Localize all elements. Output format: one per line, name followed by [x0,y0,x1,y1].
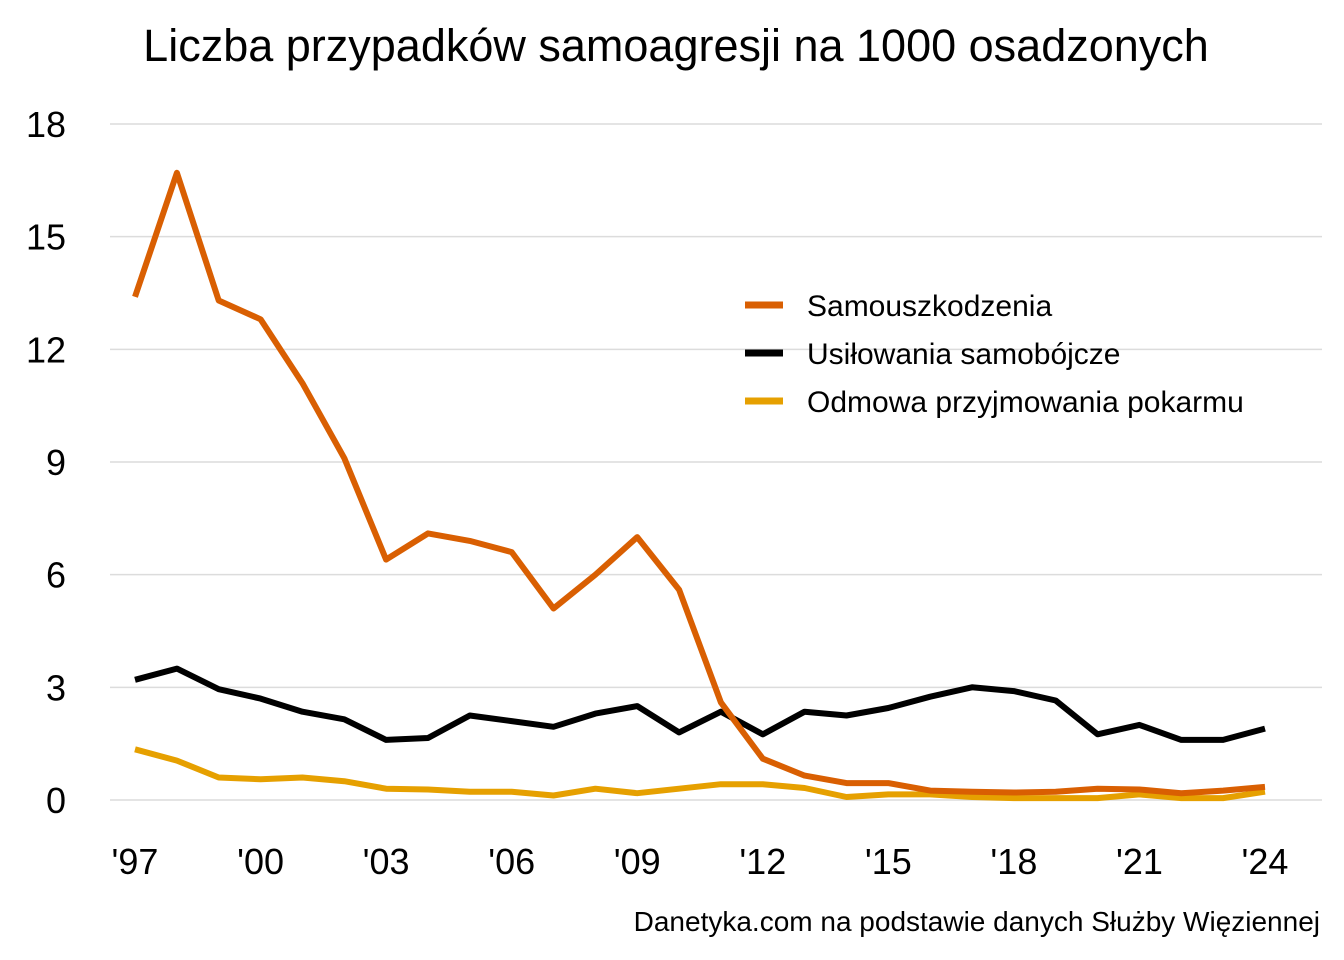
series-line-0 [132,169,1266,797]
series-line-1 [134,665,1266,743]
legend: Samouszkodzenia Usiłowania samobójcze Odmo… [745,290,1244,419]
x-axis: '97 '00 '03 '06 '09 '12 '15 '18 '21 '24 [112,841,1289,882]
x-tick-label: '00 [237,841,284,882]
x-tick-label: '24 [1242,841,1289,882]
x-tick-label: '21 [1116,841,1163,882]
legend-label-1: Usiłowania samobójcze [807,338,1120,371]
x-tick-label: '03 [363,841,410,882]
x-tick-label: '97 [112,841,159,882]
series-lines [132,169,1266,802]
series-line-2 [134,746,1266,802]
y-tick-label: 18 [26,104,66,145]
x-tick-label: '18 [990,841,1037,882]
y-tick-label: 0 [46,780,66,821]
y-tick-label: 3 [46,667,66,708]
source-caption: Danetyka.com na podstawie danych Służby … [634,906,1320,937]
y-tick-label: 6 [46,555,66,596]
y-tick-label: 15 [26,217,66,258]
x-tick-label: '12 [739,841,786,882]
x-tick-label: '06 [488,841,535,882]
chart-title: Liczba przypadków samoagresji na 1000 os… [143,20,1209,71]
x-tick-label: '15 [865,841,912,882]
gridlines [110,123,1322,801]
legend-label-0: Samouszkodzenia [807,290,1052,323]
legend-label-2: Odmowa przyjmowania pokarmu [807,386,1244,419]
x-tick-label: '09 [614,841,661,882]
y-tick-label: 12 [26,329,66,370]
y-axis: 0 3 6 9 12 15 18 [26,104,66,821]
y-tick-label: 9 [46,442,66,483]
